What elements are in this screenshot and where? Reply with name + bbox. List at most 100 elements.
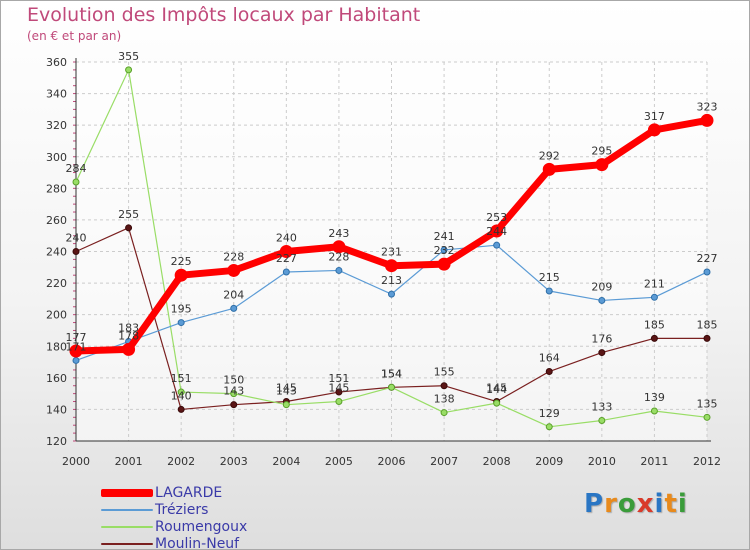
legend-swatch — [101, 509, 153, 511]
data-point — [598, 416, 606, 424]
data-point — [230, 390, 238, 398]
data-point — [335, 388, 343, 396]
data-label: 143 — [276, 385, 297, 398]
data-label: 154 — [381, 367, 402, 380]
data-label: 284 — [66, 162, 87, 175]
legend-label: LAGARDE — [155, 485, 223, 501]
legend-item: LAGARDE — [101, 485, 301, 502]
legend-item: Roumengoux — [101, 519, 301, 536]
data-label: 215 — [539, 271, 560, 284]
data-label: 255 — [118, 208, 139, 221]
data-point — [177, 388, 185, 396]
data-label: 135 — [697, 397, 718, 410]
data-label: 317 — [644, 110, 665, 123]
data-label: 145 — [486, 382, 507, 395]
data-point — [440, 409, 448, 417]
chart-subtitle: (en € et par an) — [27, 29, 122, 43]
y-tick-label: 200 — [46, 309, 67, 322]
proxiti-logo: Proxiti — [584, 489, 688, 519]
data-label: 295 — [591, 145, 612, 158]
data-point — [647, 123, 661, 137]
legend-swatch — [101, 489, 153, 497]
data-point — [177, 405, 185, 413]
data-point — [598, 349, 606, 357]
data-point — [650, 293, 658, 301]
data-point — [545, 368, 553, 376]
y-tick-label: 320 — [46, 119, 67, 132]
data-label: 138 — [434, 393, 455, 406]
data-point — [650, 334, 658, 342]
data-point — [174, 268, 188, 282]
x-tick-label: 2008 — [483, 455, 511, 468]
data-point — [122, 342, 136, 356]
data-label: 139 — [644, 391, 665, 404]
data-point — [335, 266, 343, 274]
x-tick-label: 2000 — [62, 455, 90, 468]
data-label: 183 — [118, 322, 139, 335]
x-tick-label: 2001 — [115, 455, 143, 468]
data-point — [703, 334, 711, 342]
data-point — [542, 162, 556, 176]
data-label: 151 — [328, 372, 349, 385]
data-point — [282, 401, 290, 409]
data-label: 227 — [697, 252, 718, 265]
data-label: 253 — [486, 211, 507, 224]
data-label: 185 — [697, 318, 718, 331]
data-label: 240 — [66, 232, 87, 245]
x-tick-label: 2007 — [430, 455, 458, 468]
data-label: 144 — [486, 383, 507, 396]
data-label: 323 — [697, 100, 718, 113]
data-label: 232 — [434, 244, 455, 257]
data-point — [700, 113, 714, 127]
y-tick-label: 260 — [46, 214, 67, 227]
x-tick-label: 2004 — [272, 455, 300, 468]
data-point — [598, 296, 606, 304]
data-point — [72, 178, 80, 186]
data-label: 209 — [591, 280, 612, 293]
data-label: 176 — [591, 333, 612, 346]
data-label: 211 — [644, 277, 665, 290]
data-label: 231 — [381, 246, 402, 259]
data-point — [177, 319, 185, 327]
data-label: 244 — [486, 225, 507, 238]
data-point — [703, 268, 711, 276]
data-label: 240 — [276, 232, 297, 245]
legend-swatch — [101, 526, 153, 528]
data-label: 171 — [66, 340, 87, 353]
x-tick-label: 2012 — [693, 455, 721, 468]
x-tick-label: 2003 — [220, 455, 248, 468]
y-tick-label: 160 — [46, 372, 67, 385]
data-point — [282, 268, 290, 276]
data-label: 178 — [118, 329, 139, 342]
data-label: 243 — [328, 227, 349, 240]
data-label: 151 — [171, 372, 192, 385]
y-tick-label: 360 — [46, 56, 67, 69]
data-point — [545, 423, 553, 431]
x-tick-label: 2006 — [378, 455, 406, 468]
data-label: 228 — [328, 250, 349, 263]
x-tick-label: 2011 — [640, 455, 668, 468]
data-point — [595, 158, 609, 172]
data-label: 145 — [328, 382, 349, 395]
data-point — [72, 248, 80, 255]
data-point — [125, 66, 133, 74]
legend: LAGARDE Tréziers Roumengoux Moulin-Neuf — [101, 485, 301, 549]
legend-item: Moulin-Neuf — [101, 536, 301, 549]
data-point — [490, 224, 504, 238]
chart-title: Evolution des Impôts locaux par Habitant — [27, 4, 421, 26]
data-point — [440, 382, 448, 390]
data-label: 241 — [434, 230, 455, 243]
x-tick-label: 2009 — [535, 455, 563, 468]
data-label: 355 — [118, 50, 139, 63]
x-tick-label: 2010 — [588, 455, 616, 468]
data-label: 228 — [223, 250, 244, 263]
data-point — [493, 241, 501, 249]
y-tick-label: 280 — [46, 182, 67, 195]
data-point — [388, 383, 395, 391]
data-label: 150 — [223, 374, 244, 387]
data-point — [230, 304, 238, 312]
data-point — [545, 287, 553, 295]
data-point — [72, 356, 80, 364]
data-label: 155 — [434, 366, 455, 379]
